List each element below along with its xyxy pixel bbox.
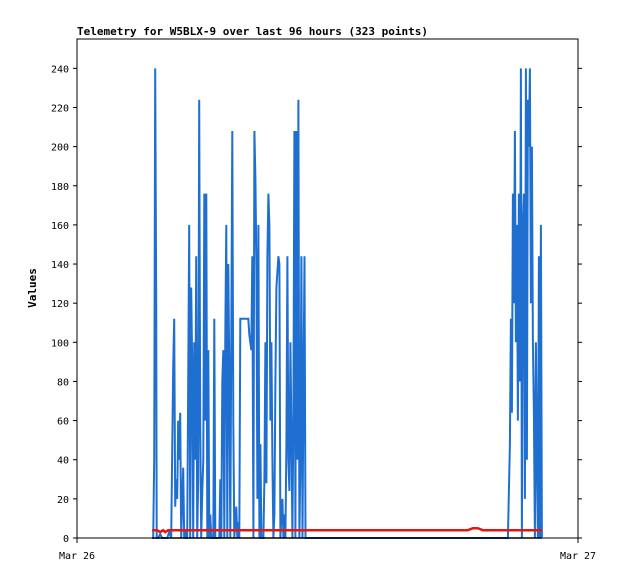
x-axis: Mar 26 Mar 27 xyxy=(59,538,596,562)
y-tick-label: 220 xyxy=(51,103,69,114)
y-tick-label: 40 xyxy=(57,456,69,467)
y-axis-label: Values xyxy=(26,268,39,308)
series-line-2 xyxy=(152,526,542,534)
series-line-1 xyxy=(152,68,543,539)
x-tick-label: Mar 27 xyxy=(560,551,596,562)
series-layer xyxy=(152,68,543,539)
y-tick-label: 0 xyxy=(63,534,69,545)
y-tick-label: 120 xyxy=(51,299,69,310)
chart-title: Telemetry for W5BLX-9 over last 96 hours… xyxy=(77,25,428,38)
y-tick-label: 180 xyxy=(51,182,69,193)
y-tick-label: 240 xyxy=(51,64,69,75)
y-tick-label: 20 xyxy=(57,495,69,506)
plot-frame xyxy=(76,38,579,539)
y-axis: 0 20 40 60 80 100 120 140 160 180 200 220 240 xyxy=(51,64,582,545)
y-tick-label: 60 xyxy=(57,417,69,428)
y-tick-label: 100 xyxy=(51,338,69,349)
y-tick-label: 140 xyxy=(51,260,69,271)
x-tick-label: Mar 26 xyxy=(59,551,95,562)
y-tick-label: 80 xyxy=(57,377,69,388)
y-tick-label: 160 xyxy=(51,221,69,232)
y-tick-label: 200 xyxy=(51,143,69,154)
